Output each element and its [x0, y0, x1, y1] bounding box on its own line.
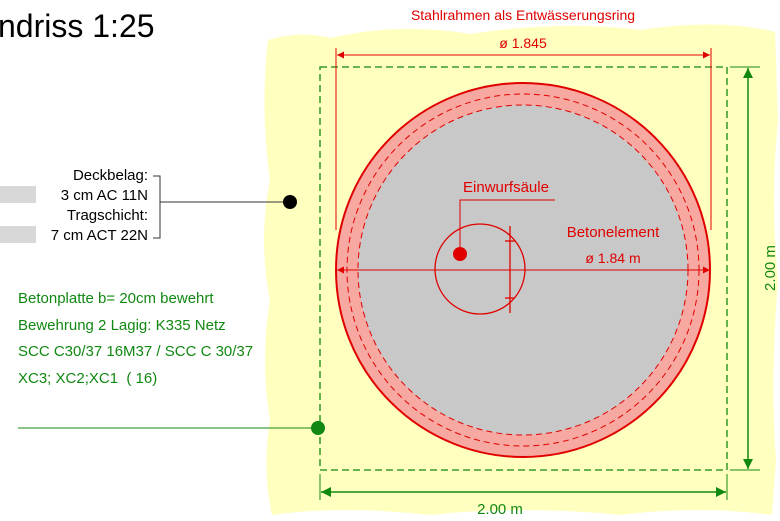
- highlight: [0, 186, 36, 203]
- layer-name: Tragschicht:: [67, 207, 148, 224]
- frame-label: Stahlrahmen als Entwässerungsring: [411, 7, 635, 23]
- leader-dot: [283, 195, 297, 209]
- inlet-dot: [453, 247, 467, 261]
- element-diameter: ø 1.84 m: [585, 250, 640, 266]
- slab-note: SCC C30/37 16M37 / SCC C 30/37: [18, 343, 253, 360]
- leader-dot: [311, 421, 325, 435]
- layer-thickness: 3 cm: [61, 187, 94, 204]
- width-label: 2.00 m: [477, 501, 523, 518]
- title: ndriss 1:25: [0, 8, 155, 44]
- slab-note: Bewehrung 2 Lagig: K335 Netz: [18, 317, 226, 334]
- leader-line: [459, 199, 555, 254]
- inlet-label: Einwurfsäule: [463, 179, 549, 196]
- layer-thickness: 7 cm: [51, 227, 84, 244]
- bracket: [153, 175, 161, 239]
- layer-spec: 7 cm ACT 22N: [51, 227, 148, 244]
- height-label: 2.00 m: [762, 245, 779, 291]
- layer-name: Deckbelag:: [73, 167, 148, 184]
- layer-material: ACT 22N: [87, 227, 148, 244]
- slab-outline: [319, 66, 728, 471]
- slab-note: Betonplatte b= 20cm bewehrt: [18, 290, 214, 307]
- frame-diameter: ø 1.845: [499, 35, 547, 51]
- layer-material: AC 11N: [97, 187, 148, 204]
- element-label: Betonelement: [567, 224, 660, 241]
- highlight: [0, 226, 36, 243]
- layer-spec: 3 cm AC 11N: [61, 187, 148, 204]
- inlet-column: [434, 223, 526, 315]
- slab-note: XC3; XC2;XC1 ( 16): [18, 370, 157, 387]
